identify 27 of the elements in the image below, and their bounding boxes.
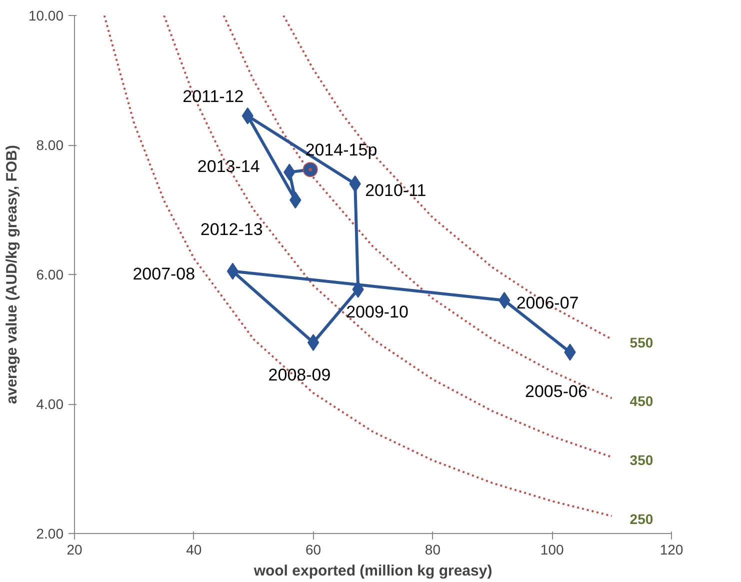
- y-tick-label: 4.00: [36, 396, 64, 412]
- y-tick-label: 2.00: [36, 526, 64, 542]
- annotation: 2009-10: [346, 302, 408, 322]
- x-tick-label: 100: [540, 542, 564, 558]
- annotation: 550: [630, 334, 654, 350]
- x-tick-label: 20: [66, 542, 82, 558]
- y-tick-label: 10.00: [28, 8, 64, 24]
- annotation: 350: [630, 452, 654, 468]
- annotation: 2005-06: [525, 382, 588, 402]
- y-tick-label: 8.00: [36, 137, 64, 153]
- x-tick-label: 120: [660, 542, 684, 558]
- annotation: 2010-11: [365, 180, 426, 200]
- annotation: 2013-14: [197, 157, 260, 176]
- y-axis-title: average value (AUD/kg greasy, FOB): [3, 145, 20, 404]
- annotation: 2014-15p: [305, 140, 378, 160]
- annotation: 2011-12: [182, 86, 244, 106]
- annotation: 2006-07: [516, 293, 579, 312]
- x-tick-label: 60: [306, 542, 322, 558]
- x-axis-title: wool exported (million kg greasy): [252, 562, 492, 580]
- annotation: 250: [630, 511, 654, 528]
- x-tick-label: 40: [186, 542, 202, 558]
- annotation: 2008-09: [268, 365, 331, 384]
- annotation: 2007-08: [132, 264, 196, 284]
- annotation: 2012-13: [200, 220, 263, 240]
- y-tick-label: 6.00: [36, 266, 64, 282]
- x-tick-label: 80: [424, 542, 441, 558]
- annotation: 450: [630, 393, 654, 410]
